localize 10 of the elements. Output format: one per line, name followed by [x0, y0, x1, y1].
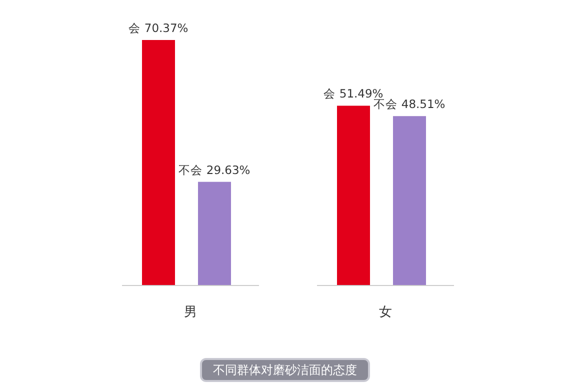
bar — [142, 40, 175, 285]
x-tick-label: 女 — [379, 305, 392, 320]
data-label: 不会 29.63% — [178, 162, 250, 177]
bar — [337, 106, 370, 285]
text: 不同群体对磨砂洁面的态度 — [213, 363, 357, 377]
bar — [198, 182, 231, 285]
x-tick-label: 男 — [184, 305, 197, 320]
data-label: 会 70.37% — [128, 21, 188, 35]
data-label: 不会 48.51% — [374, 97, 446, 112]
bar — [393, 116, 426, 285]
